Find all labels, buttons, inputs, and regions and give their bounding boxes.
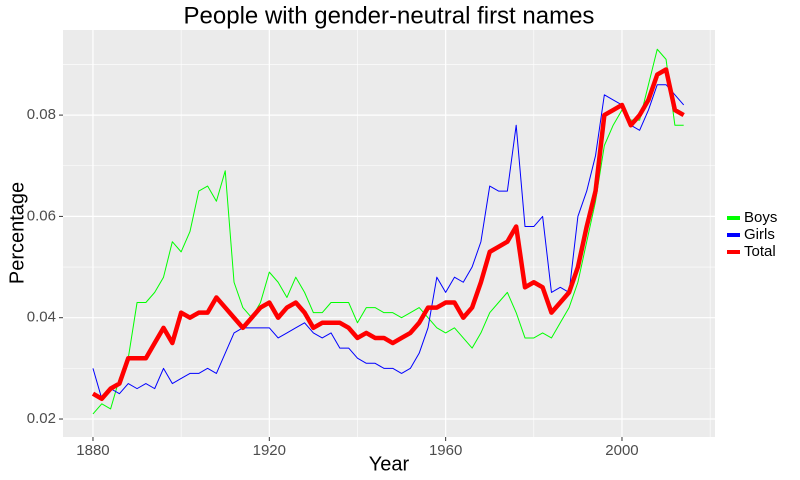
x-tick-label: 1920 bbox=[253, 442, 286, 459]
y-axis-title: Percentage bbox=[6, 182, 28, 284]
x-tick-label: 1880 bbox=[76, 442, 109, 459]
y-tick-label: 0.06 bbox=[27, 207, 56, 224]
plot-panel bbox=[63, 30, 715, 437]
line-series bbox=[91, 67, 685, 402]
line-series bbox=[92, 84, 685, 400]
legend-label: Girls bbox=[744, 226, 775, 243]
x-tick-label: 1960 bbox=[429, 442, 462, 459]
y-tick-label: 0.04 bbox=[27, 309, 56, 326]
legend-label: Boys bbox=[744, 209, 777, 226]
x-axis-title: Year bbox=[369, 453, 410, 475]
chart-title: People with gender-neutral first names bbox=[184, 2, 595, 29]
y-tick-label: 0.02 bbox=[27, 410, 56, 427]
line-series bbox=[92, 48, 684, 415]
y-tick-label: 0.08 bbox=[27, 106, 56, 123]
legend-label: Total bbox=[744, 243, 776, 260]
x-tick-label: 2000 bbox=[605, 442, 638, 459]
